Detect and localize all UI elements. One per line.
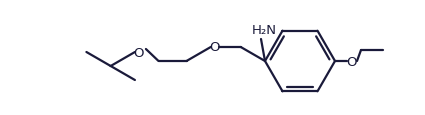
Text: H₂N: H₂N (252, 24, 277, 37)
Text: O: O (210, 41, 220, 54)
Text: O: O (347, 55, 357, 68)
Text: O: O (134, 47, 144, 60)
